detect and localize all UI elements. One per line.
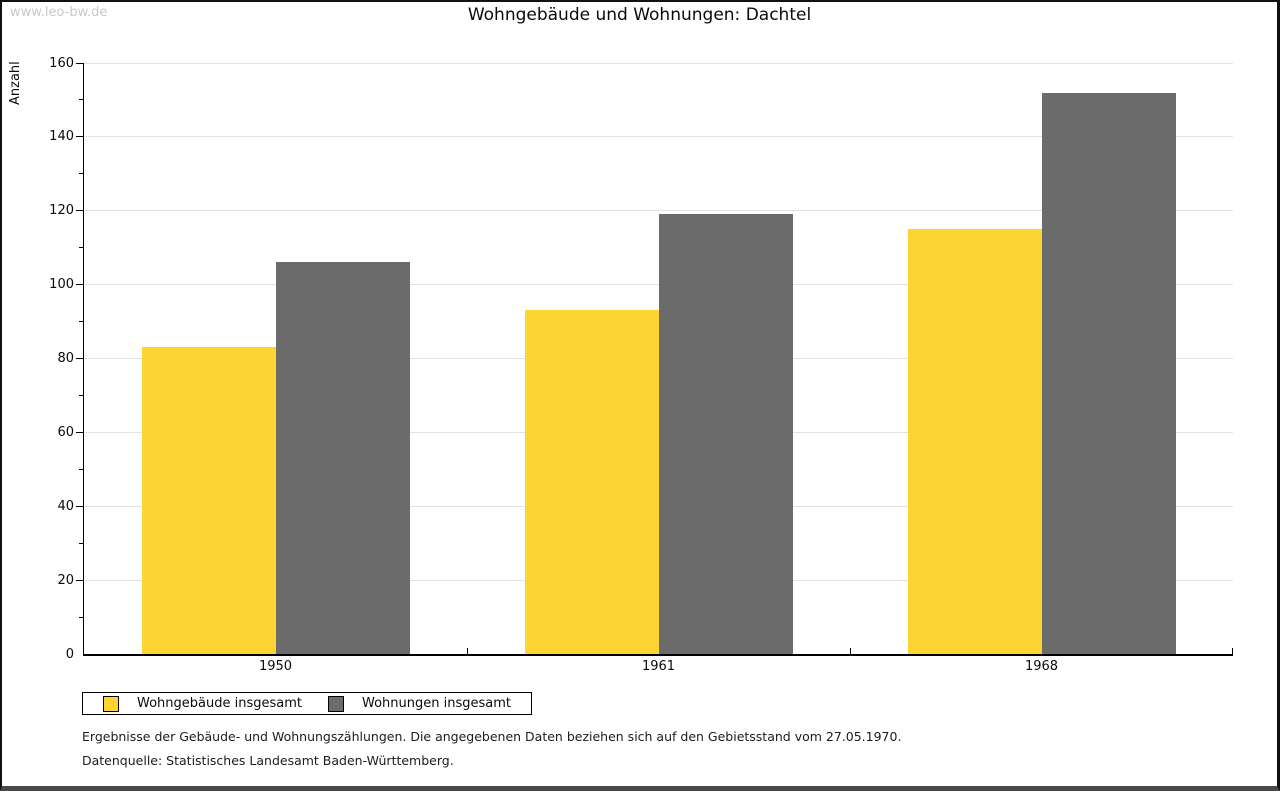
plot-area: 0 20 40 60 80 100 120 140 160 1950 1961 1968 [49,56,1233,674]
legend-swatch-wohnungen-insgesamt [328,695,344,712]
y-major-tick [76,505,84,507]
x-tick-label: 1950 [258,659,293,674]
y-tick-label: 140 [49,129,74,145]
y-tick-label: 20 [57,572,74,588]
y-major-tick [76,136,84,138]
y-tick-label: 40 [57,498,74,514]
x-boundary-tick [466,648,468,654]
y-major-tick [76,62,84,64]
y-minor-tick [79,468,84,470]
y-major-tick [76,579,84,581]
y-minor-tick [79,99,84,101]
bar-wohngeb-ude-insgesamt-1950 [141,347,276,654]
y-tick-label: 60 [57,424,74,440]
y-minor-tick [79,616,84,618]
legend-label: Wohnungen insgesamt [362,696,511,711]
x-boundary-tick [849,648,851,654]
x-tick-label: 1961 [641,659,676,674]
gridline [84,210,1233,212]
bar-wohnungen-insgesamt-1961 [658,214,793,654]
y-tick-label: 120 [49,203,74,219]
y-major-tick [76,431,84,433]
bar-wohngeb-ude-insgesamt-1968 [907,229,1042,654]
site-watermark: www.leo-bw.de [10,5,108,20]
y-tick-label: 80 [57,351,74,366]
x-tick-label: 1968 [1024,659,1059,674]
bar-wohngeb-ude-insgesamt-1961 [524,310,659,654]
y-minor-tick [79,321,84,323]
y-minor-tick [79,173,84,175]
x-boundary-tick [1231,648,1233,654]
y-tick-label: 160 [49,55,74,71]
y-axis-label: Anzahl [8,61,23,105]
bar-wohnungen-insgesamt-1968 [1041,92,1176,654]
legend-label: Wohngebäude insgesamt [137,696,302,711]
gridline [84,62,1233,64]
legend: Wohngebäude insgesamt Wohnungen insgesamt [82,692,532,715]
y-tick-label: 100 [49,277,74,293]
legend-item: Wohnungen insgesamt [328,695,511,712]
y-major-tick [76,210,84,212]
gridline [84,136,1233,138]
y-major-tick [76,284,84,286]
chart-title: Wohngebäude und Wohnungen: Dachtel [467,5,812,25]
y-minor-tick [79,247,84,249]
y-minor-tick [79,542,84,544]
y-major-tick [76,358,84,359]
y-minor-tick [79,394,84,396]
legend-item: Wohngebäude insgesamt [103,695,302,712]
footer-source: Datenquelle: Statistisches Landesamt Bad… [82,753,454,768]
footer-note: Ergebnisse der Gebäude- und Wohnungszähl… [82,729,902,744]
legend-swatch-wohngeb-ude-insgesamt [103,695,119,712]
bar-wohnungen-insgesamt-1950 [275,262,410,654]
y-tick-label: 0 [65,646,74,662]
